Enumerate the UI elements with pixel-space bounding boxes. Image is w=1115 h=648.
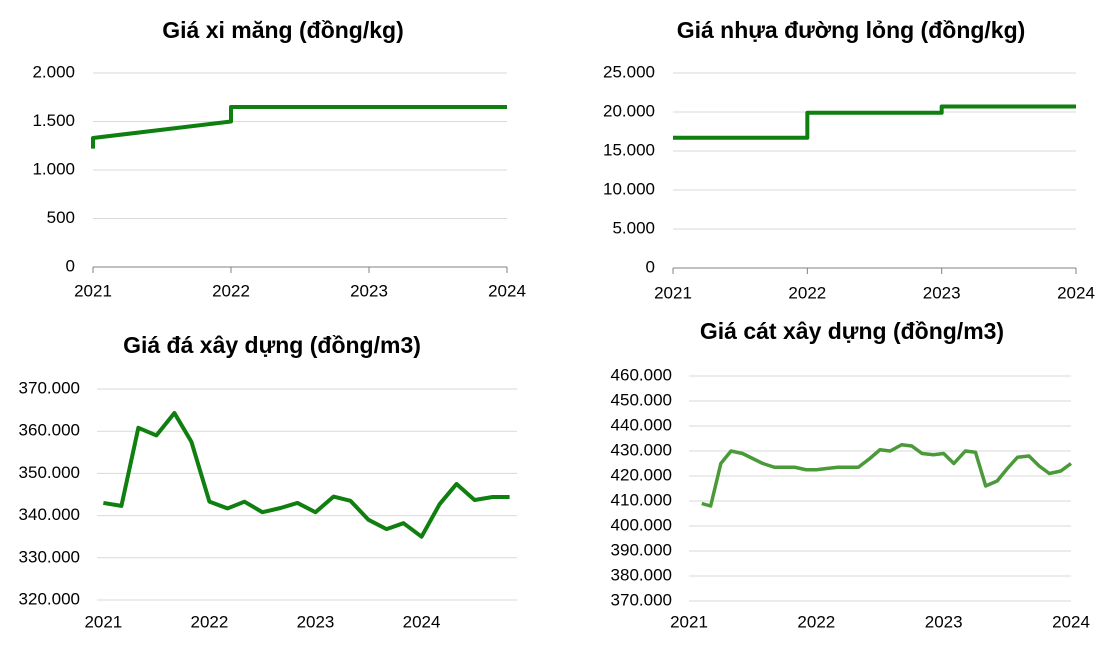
y-tick-label: 390.000 [611,540,672,559]
y-tick-label: 1.500 [32,111,75,130]
y-tick-label: 0 [66,256,75,275]
x-tick-label: 2023 [350,281,388,300]
x-tick-label: 2022 [797,612,835,631]
y-tick-label: 450.000 [611,390,672,409]
x-tick-label: 2023 [925,612,963,631]
y-tick-label: 25.000 [603,62,655,81]
y-tick-label: 0 [646,257,655,276]
y-tick-label: 15.000 [603,140,655,159]
y-tick-label: 380.000 [611,565,672,584]
x-tick-label: 2021 [670,612,708,631]
data-line [103,411,510,539]
y-tick-label: 370.000 [19,378,80,397]
x-tick-label: 2024 [1057,283,1095,302]
x-tick-label: 2021 [654,283,692,302]
x-tick-label: 2024 [403,612,441,631]
chart-title: Giá đá xây dựng (đồng/m3) [123,332,421,358]
x-tick-label: 2023 [923,283,961,302]
x-tick-label: 2023 [297,612,335,631]
y-tick-label: 1.000 [32,159,75,178]
x-tick-label: 2021 [74,281,112,300]
x-tick-label: 2021 [84,612,122,631]
y-tick-label: 410.000 [611,490,672,509]
y-tick-label: 440.000 [611,415,672,434]
y-tick-label: 400.000 [611,515,672,534]
y-tick-label: 20.000 [603,101,655,120]
y-tick-label: 320.000 [19,589,80,608]
y-tick-label: 420.000 [611,465,672,484]
y-tick-label: 2.000 [32,62,75,81]
y-tick-label: 360.000 [19,421,80,440]
y-tick-label: 430.000 [611,440,672,459]
y-tick-label: 350.000 [19,463,80,482]
x-tick-label: 2022 [212,281,250,300]
x-tick-label: 2022 [788,283,826,302]
x-tick-label: 2022 [191,612,229,631]
chart-title: Giá nhựa đường lỏng (đồng/kg) [677,17,1026,43]
y-tick-label: 370.000 [611,590,672,609]
x-tick-label: 2024 [1052,612,1090,631]
y-tick-label: 330.000 [19,547,80,566]
data-line [701,443,1073,508]
data-line [673,104,1076,140]
y-tick-label: 5.000 [612,218,655,237]
data-line [91,104,507,149]
chart-title: Giá cát xây dựng (đồng/m3) [700,318,1004,344]
y-tick-label: 460.000 [611,365,672,384]
y-tick-label: 500 [47,208,75,227]
y-tick-label: 340.000 [19,505,80,524]
x-tick-label: 2024 [488,281,526,300]
chart-title: Giá xi măng (đồng/kg) [162,17,404,43]
y-tick-label: 10.000 [603,179,655,198]
